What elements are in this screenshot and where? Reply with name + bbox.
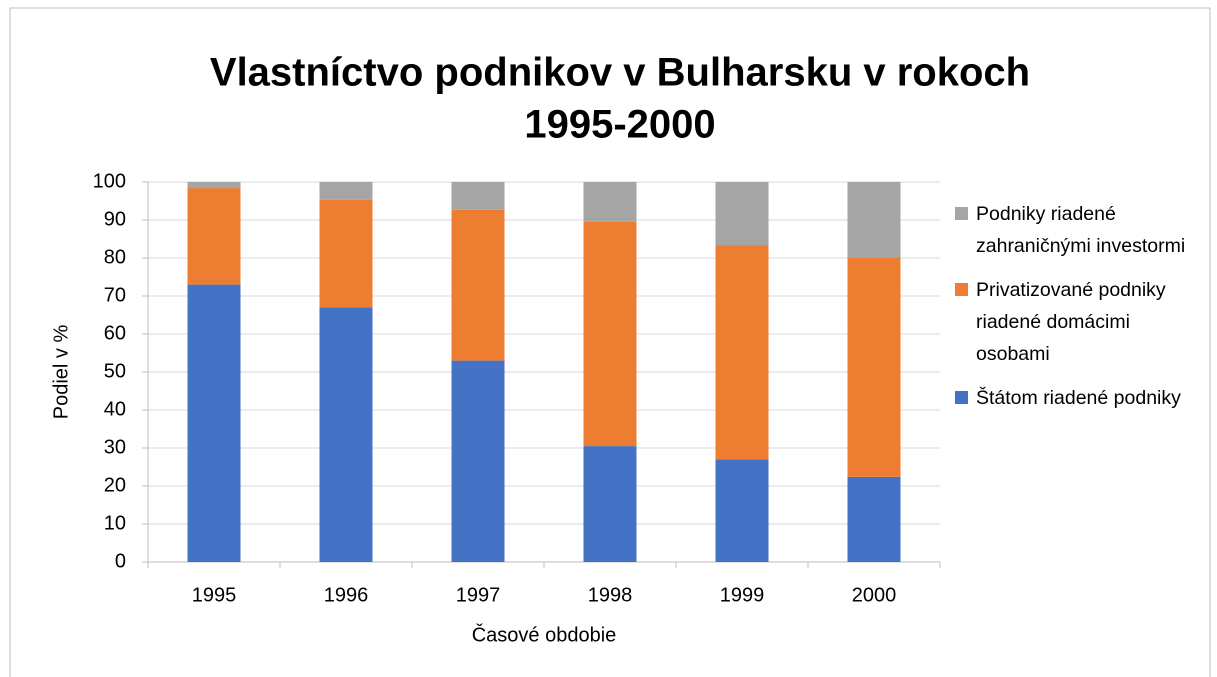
x-tick-label: 1998	[588, 584, 633, 606]
bar-segment	[715, 245, 769, 460]
legend-label: Štátom riadené podniky	[976, 387, 1181, 409]
legend-swatch	[955, 207, 968, 220]
y-tick-label: 50	[104, 360, 126, 382]
legend-label: Podniky riadené zahraničnými investormi	[976, 203, 1186, 257]
legend-item: Privatizované podniky riadené domácimi o…	[955, 276, 1205, 370]
legend-item: Podniky riadené zahraničnými investormi	[955, 200, 1205, 262]
bar-segment	[583, 221, 637, 447]
y-tick-label: 90	[104, 208, 126, 230]
bar-segment	[583, 446, 637, 562]
x-tick-label: 2000	[852, 584, 897, 606]
bar-segment	[187, 284, 241, 562]
bar-segment	[451, 182, 505, 210]
y-tick-label: 100	[93, 170, 126, 192]
bar-segment	[319, 182, 373, 200]
bar-segment	[715, 459, 769, 562]
x-tick-label: 1995	[192, 584, 237, 606]
y-tick-label: 10	[104, 512, 126, 534]
y-tick-label: 20	[104, 474, 126, 496]
legend: Podniky riadené zahraničnými investormi P…	[955, 200, 1205, 428]
y-tick-label: 60	[104, 322, 126, 344]
legend-item: Štátom riadené podniky	[955, 384, 1205, 414]
chart-title: 1995-2000	[524, 103, 715, 147]
x-tick-label: 1996	[324, 584, 369, 606]
y-tick-label: 30	[104, 436, 126, 458]
y-tick-label: 40	[104, 398, 126, 420]
bar-segment	[715, 182, 769, 246]
bar-segment	[451, 360, 505, 562]
legend-swatch	[955, 391, 968, 404]
x-axis-title: Časové obdobie	[472, 623, 617, 646]
bar-segment	[319, 307, 373, 562]
chart-title: Vlastníctvo podnikov v Bulharsku v rokoc…	[210, 51, 1030, 95]
bar-segment	[187, 188, 241, 285]
bar-segment	[187, 182, 241, 189]
bar-segment	[451, 209, 505, 361]
legend-label: Privatizované podniky riadené domácimi o…	[976, 279, 1166, 365]
bar-segment	[847, 258, 901, 477]
bar-segment	[847, 476, 901, 562]
bar-segment	[847, 182, 901, 258]
x-tick-label: 1997	[456, 584, 501, 606]
y-axis-title: Podiel v %	[50, 325, 72, 420]
bar-segment	[583, 182, 637, 222]
y-tick-label: 80	[104, 246, 126, 268]
y-tick-label: 70	[104, 284, 126, 306]
x-tick-label: 1999	[720, 584, 765, 606]
legend-swatch	[955, 283, 968, 296]
y-tick-label: 0	[115, 550, 126, 572]
bar-segment	[319, 199, 373, 308]
